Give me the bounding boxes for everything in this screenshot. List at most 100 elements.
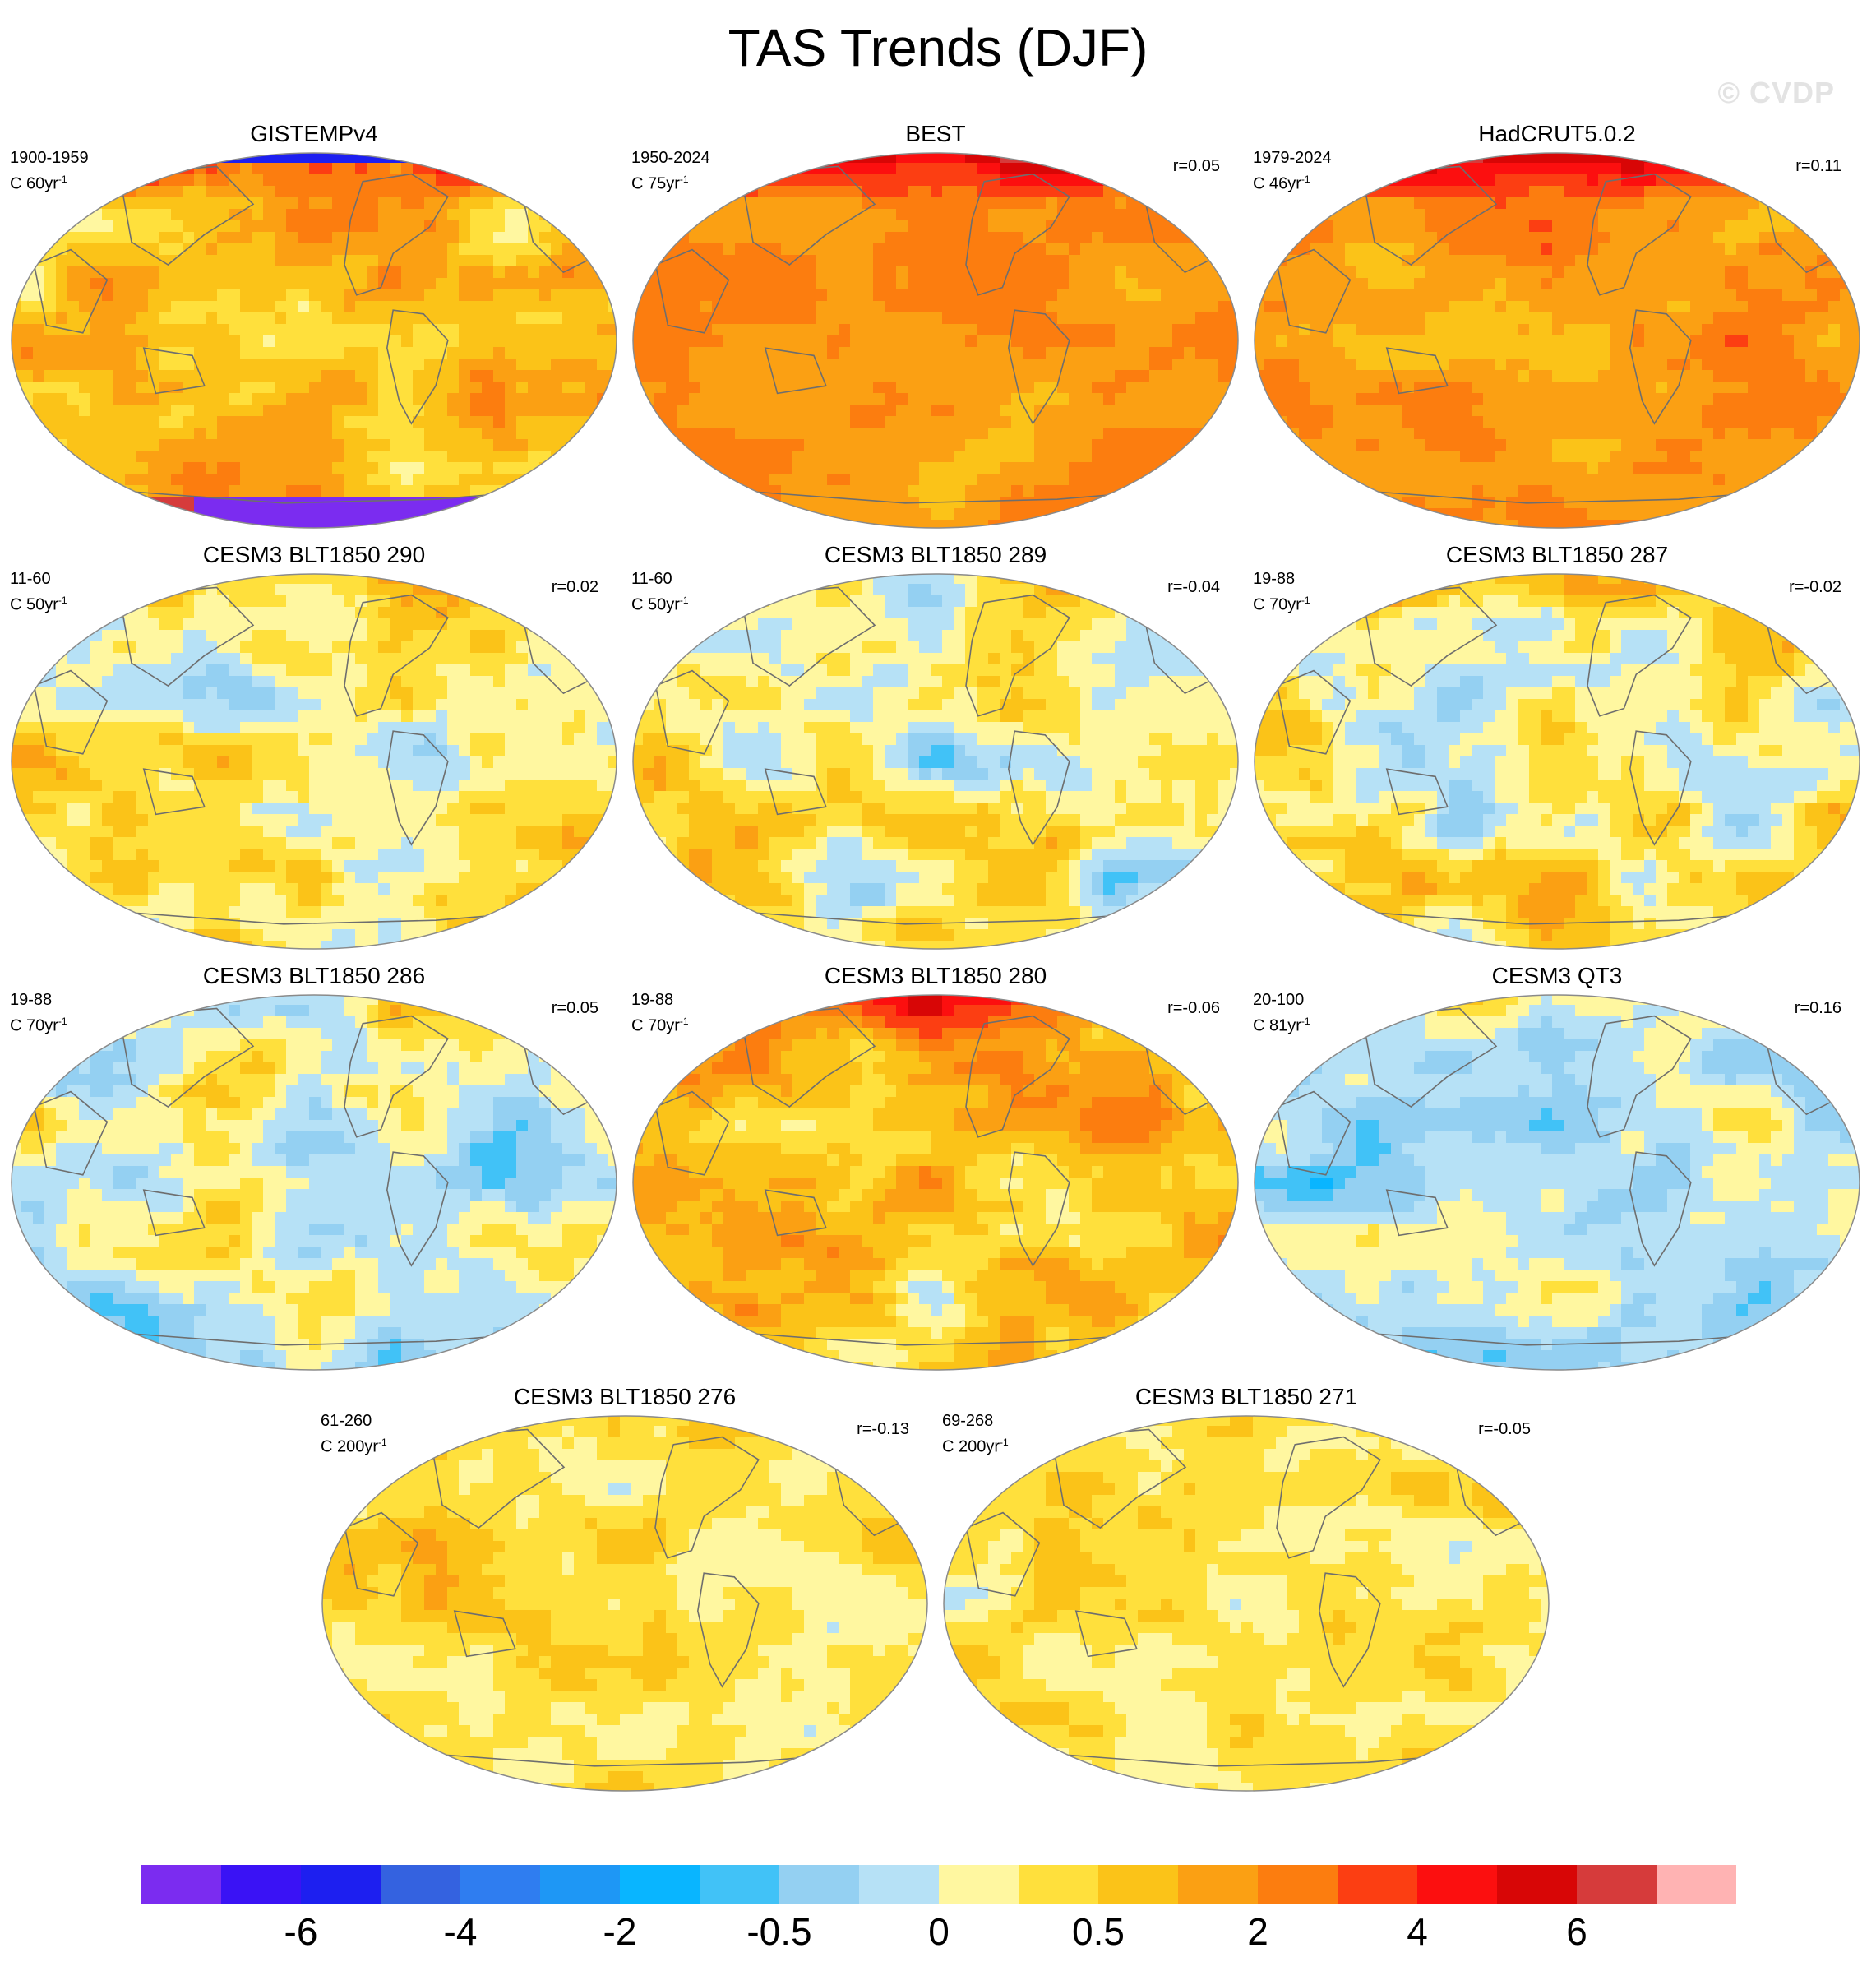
colorbar-bin — [301, 1865, 381, 1904]
panel-units-exponent: -1 — [58, 1016, 67, 1027]
colorbar-tick-label: 4 — [1407, 1910, 1428, 1953]
colorbar-bin — [1178, 1865, 1259, 1904]
map-border — [632, 152, 1239, 529]
map-panel: CESM3 BLT1850 290 11-60 C 50yr-1 r=0.02 — [10, 541, 618, 952]
panel-units-exponent: -1 — [378, 1437, 387, 1448]
colorbar-bin — [141, 1865, 222, 1904]
map-border — [632, 573, 1239, 950]
panel-title: CESM3 BLT1850 280 — [824, 963, 1047, 988]
panel-units-exponent: -1 — [679, 595, 689, 606]
panel-period: 11-60 — [631, 570, 672, 588]
panel-units: C 70yr-1 — [631, 1011, 689, 1037]
panel-units: C 81yr-1 — [1253, 1011, 1310, 1037]
colorbar-bin — [620, 1865, 700, 1904]
panel-correlation: r=-0.05 — [1478, 1420, 1531, 1438]
colorbar-bin — [700, 1865, 780, 1904]
coastlines — [344, 1428, 906, 1767]
trend-map — [943, 1415, 1550, 1792]
panel-units-exponent: -1 — [58, 595, 67, 606]
panel-units-value: C 200yr — [942, 1437, 1000, 1456]
trend-map — [1254, 152, 1860, 529]
colorbar-bin — [859, 1865, 940, 1904]
map-panel: GISTEMPv4 1900-1959 C 60yr-1 — [10, 120, 618, 531]
trend-field — [12, 574, 617, 949]
colorbar-bin — [381, 1865, 461, 1904]
panel-units-exponent: -1 — [679, 1016, 689, 1027]
panel-units: C 200yr-1 — [321, 1432, 387, 1458]
panel-units-exponent: -1 — [1301, 595, 1310, 606]
panel-correlation: r=-0.06 — [1167, 999, 1220, 1017]
colorbar-bin — [1098, 1865, 1179, 1904]
panel-title: CESM3 BLT1850 290 — [202, 542, 426, 567]
panel-units: C 70yr-1 — [1253, 590, 1310, 616]
trend-field — [1255, 995, 1860, 1370]
panel-period: 20-100 — [1253, 991, 1305, 1009]
panel-period: 19-88 — [631, 991, 674, 1009]
panel-period: 11-60 — [10, 570, 51, 588]
panel-title: CESM3 BLT1850 271 — [1134, 1384, 1358, 1409]
panel-correlation: r=-0.02 — [1789, 578, 1841, 596]
panel-title: CESM3 BLT1850 286 — [202, 963, 426, 988]
trend-map — [632, 152, 1239, 529]
colorbar — [141, 1865, 1736, 1904]
panel-correlation: r=0.05 — [1172, 157, 1220, 175]
panel-units-value: C 75yr — [631, 174, 680, 193]
map-panel: CESM3 BLT1850 286 19-88 C 70yr-1 r=0.05 — [10, 962, 618, 1373]
panel-units: C 60yr-1 — [10, 169, 67, 195]
panel-correlation: r=0.05 — [551, 999, 598, 1017]
map-border — [11, 994, 617, 1371]
panel-title: GISTEMPv4 — [250, 121, 378, 146]
panel-period: 19-88 — [1253, 570, 1296, 588]
coastlines — [654, 1007, 1217, 1346]
colorbar-bin — [939, 1865, 1019, 1904]
trend-field — [322, 1416, 927, 1791]
coastlines — [1276, 1007, 1838, 1346]
map-panel: HadCRUT5.0.2 1979-2024 C 46yr-1 r=0.11 — [1253, 120, 1861, 531]
panel-title: CESM3 QT3 — [1491, 963, 1623, 988]
colorbar-bin — [1657, 1865, 1736, 1904]
panel-correlation: r=-0.13 — [857, 1420, 909, 1438]
colorbar-tick-label: 2 — [1247, 1910, 1268, 1953]
map-panel: CESM3 BLT1850 287 19-88 C 70yr-1 r=-0.02 — [1253, 541, 1861, 952]
map-panel: CESM3 BLT1850 289 11-60 C 50yr-1 r=-0.04 — [631, 541, 1240, 952]
panel-units-exponent: -1 — [1000, 1437, 1009, 1448]
panel-units-exponent: -1 — [679, 174, 689, 185]
map-border — [632, 994, 1239, 1371]
trend-map — [11, 152, 617, 529]
panel-title: BEST — [905, 121, 966, 146]
colorbar-bin — [1417, 1865, 1498, 1904]
map-panel: BEST 1950-2024 C 75yr-1 r=0.05 — [631, 120, 1240, 531]
trend-map — [11, 573, 617, 950]
figure-title: TAS Trends (DJF) — [728, 18, 1148, 77]
trend-map — [321, 1415, 928, 1792]
panel-units-value: C 50yr — [10, 595, 58, 614]
colorbar-tick-label: 0.5 — [1072, 1910, 1125, 1953]
coastlines — [33, 165, 595, 504]
colorbar-bin — [221, 1865, 302, 1904]
map-border — [1254, 994, 1860, 1371]
panel-units-exponent: -1 — [1301, 1016, 1310, 1027]
trend-map — [1254, 994, 1860, 1371]
panel-period: 1950-2024 — [631, 149, 710, 167]
trend-map — [11, 994, 617, 1371]
panel-units: C 50yr-1 — [10, 590, 67, 616]
trend-field — [633, 574, 1238, 949]
colorbar-bin — [1338, 1865, 1418, 1904]
map-panel: CESM3 QT3 20-100 C 81yr-1 r=0.16 — [1253, 962, 1861, 1373]
panel-title: CESM3 BLT1850 276 — [513, 1384, 737, 1409]
panel-units: C 70yr-1 — [10, 1011, 67, 1037]
panel-correlation: r=0.11 — [1795, 157, 1841, 175]
map-panel: CESM3 BLT1850 276 61-260 C 200yr-1 r=-0.13 — [321, 1383, 929, 1794]
colorbar-bin — [540, 1865, 621, 1904]
colorbar-bin — [1019, 1865, 1099, 1904]
coastlines — [33, 586, 595, 925]
trend-field — [12, 995, 617, 1370]
map-border — [1254, 152, 1860, 529]
panel-units-value: C 70yr — [10, 1016, 58, 1035]
panel-title: HadCRUT5.0.2 — [1478, 121, 1636, 146]
trend-map — [632, 994, 1239, 1371]
panel-units-exponent: -1 — [1301, 174, 1310, 185]
panel-units: C 50yr-1 — [631, 590, 689, 616]
colorbar-bin — [1497, 1865, 1578, 1904]
trend-field — [1255, 153, 1860, 528]
